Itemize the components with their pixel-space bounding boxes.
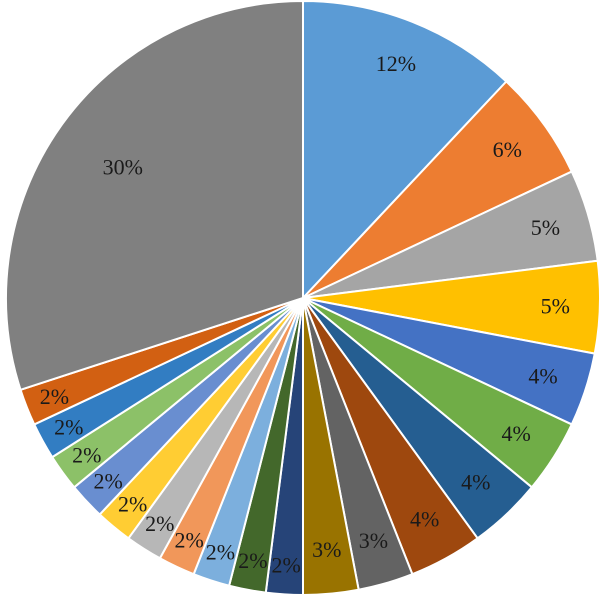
pie-slice-label-12: 2%: [238, 548, 267, 573]
pie-slice-label-21: 30%: [103, 155, 143, 180]
pie-slice-label-18: 2%: [72, 443, 101, 468]
pie-slice-label-5: 4%: [528, 364, 557, 389]
pie-slice-1: [302, 0, 508, 299]
pie-slice-label-6: 4%: [501, 421, 530, 446]
pie-slice-label-2: 6%: [493, 137, 522, 162]
pie-slice-label-14: 2%: [175, 527, 204, 552]
pie-slice-label-19: 2%: [54, 414, 83, 439]
pie-slice-label-15: 2%: [145, 511, 174, 536]
pie-slice-label-16: 2%: [118, 491, 147, 516]
pie-slice-label-13: 2%: [206, 540, 235, 565]
pie-slice-21: [5, 0, 304, 391]
pie-slice-label-3: 5%: [531, 215, 560, 240]
pie-slices: [5, 0, 600, 595]
pie-slice-label-8: 4%: [410, 507, 439, 532]
pie-slice-label-7: 4%: [461, 470, 490, 495]
pie-slice-label-4: 5%: [541, 293, 570, 318]
pie-labels: 12%6%5%5%4%4%4%4%3%3%2%2%2%2%2%2%2%2%2%2…: [40, 51, 570, 577]
pie-slice-label-1: 12%: [376, 51, 416, 76]
pie-slice-label-9: 3%: [359, 528, 388, 553]
pie-slice-label-17: 2%: [93, 468, 122, 493]
pie-slice-label-11: 2%: [272, 552, 301, 577]
pie-slice-label-10: 3%: [312, 537, 341, 562]
pie-slice-label-20: 2%: [40, 384, 69, 409]
